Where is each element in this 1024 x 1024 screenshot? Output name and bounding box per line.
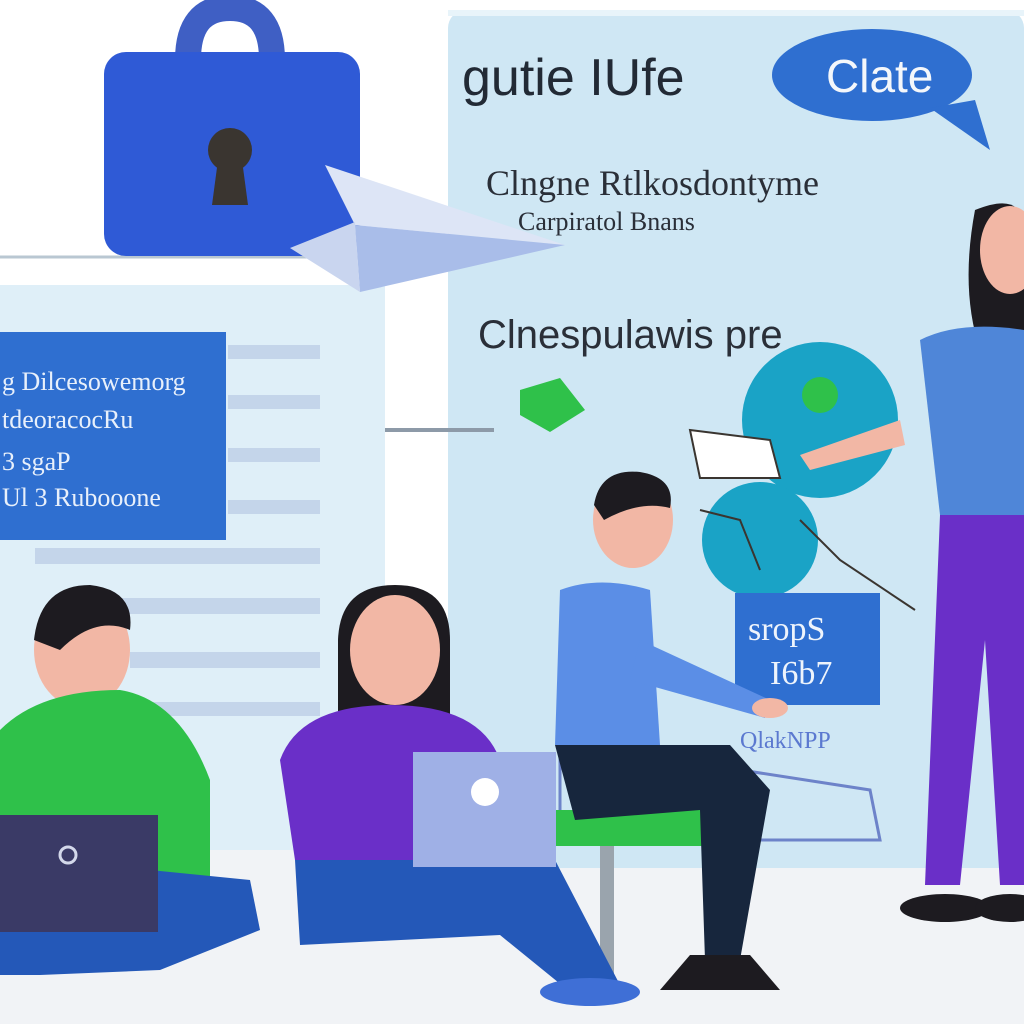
man-with-laptop [0, 585, 260, 975]
left-card-line-4: Ul 3 Rubooone [2, 483, 161, 512]
board-chart-line [558, 740, 882, 842]
woman-with-laptop [280, 585, 640, 1006]
man-sitting [555, 471, 788, 990]
stats-card: sropS I6b7 [735, 593, 880, 705]
board-caption: QlakNPP [740, 728, 831, 754]
paper-plane-icon [290, 165, 565, 292]
board-subtitle-1: Clngne Rtlkosdontyme [486, 163, 819, 203]
left-info-card: g Dilcesowemorg tdeoracocRu 3 sgaP Ul 3 … [0, 332, 226, 540]
bench-leg [600, 846, 614, 976]
board-subtitle-2: Carpiratol Bnans [518, 207, 695, 236]
presenter-woman [800, 203, 1024, 922]
laptop-icon [413, 752, 556, 867]
world-map-icon [520, 342, 916, 611]
left-card-line-3: 3 sgaP [2, 447, 71, 476]
bubble-label: Clate [826, 50, 933, 102]
left-card-line-2: tdeoracocRu [2, 405, 133, 434]
board-heading: gutie IUfe [462, 49, 685, 107]
laptop-icon [0, 815, 158, 932]
board-section-title: Clnespulawis pre [478, 313, 783, 357]
speech-bubble-icon: Clate [772, 29, 990, 150]
bench [540, 810, 730, 846]
left-card-line-1: g Dilcesowemorg [2, 367, 186, 396]
padlock-icon [104, 0, 360, 256]
stats-card-line-2: I6b7 [770, 655, 832, 692]
stats-card-line-1: sropS [748, 611, 825, 648]
